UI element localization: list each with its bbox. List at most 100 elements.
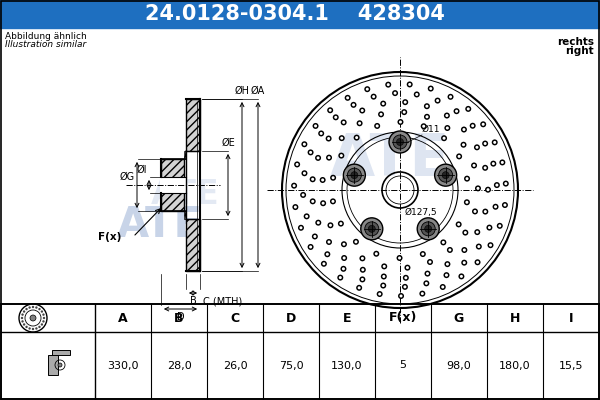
Circle shape [355, 136, 358, 139]
Circle shape [32, 306, 34, 308]
Circle shape [325, 251, 331, 257]
Circle shape [380, 101, 386, 107]
Circle shape [402, 99, 408, 105]
Circle shape [313, 235, 316, 238]
Circle shape [309, 151, 312, 154]
Circle shape [315, 220, 321, 226]
Text: 180,0: 180,0 [499, 360, 531, 370]
Circle shape [358, 286, 361, 289]
Text: E: E [343, 312, 351, 324]
Circle shape [41, 310, 43, 313]
Circle shape [294, 162, 300, 168]
Circle shape [493, 204, 499, 210]
Circle shape [364, 86, 370, 92]
Circle shape [428, 260, 431, 264]
Circle shape [347, 168, 361, 182]
Circle shape [304, 213, 310, 219]
Circle shape [320, 132, 323, 135]
Circle shape [424, 103, 430, 109]
Circle shape [355, 240, 358, 243]
Circle shape [353, 239, 359, 245]
Circle shape [356, 120, 362, 126]
Circle shape [43, 317, 45, 319]
Circle shape [466, 177, 469, 180]
Circle shape [456, 154, 462, 160]
Circle shape [376, 124, 379, 128]
Circle shape [320, 177, 326, 183]
Circle shape [338, 220, 344, 226]
Circle shape [400, 294, 403, 298]
Circle shape [484, 210, 487, 213]
Circle shape [380, 282, 386, 288]
Circle shape [492, 139, 498, 145]
Text: right: right [565, 46, 594, 56]
Circle shape [341, 119, 347, 125]
Circle shape [340, 222, 343, 225]
Circle shape [380, 113, 383, 116]
Circle shape [440, 239, 446, 245]
Circle shape [351, 172, 358, 179]
Circle shape [420, 251, 426, 257]
Circle shape [343, 243, 346, 246]
Polygon shape [186, 99, 200, 151]
Circle shape [378, 111, 384, 117]
Text: Illustration similar: Illustration similar [5, 40, 86, 49]
Polygon shape [184, 151, 186, 159]
Circle shape [449, 95, 452, 98]
Circle shape [337, 274, 343, 280]
Circle shape [361, 268, 364, 271]
Text: G: G [454, 312, 464, 324]
Circle shape [361, 218, 383, 240]
Circle shape [298, 225, 304, 231]
Circle shape [455, 110, 458, 113]
Circle shape [294, 206, 297, 208]
Circle shape [464, 231, 467, 234]
Circle shape [461, 260, 467, 266]
Circle shape [485, 187, 491, 193]
Circle shape [446, 126, 449, 130]
Circle shape [375, 252, 378, 255]
Circle shape [320, 200, 326, 206]
Circle shape [487, 188, 490, 191]
Circle shape [493, 141, 496, 144]
Circle shape [448, 248, 451, 252]
Circle shape [466, 201, 469, 204]
Circle shape [403, 275, 409, 281]
Circle shape [494, 182, 500, 188]
Circle shape [488, 226, 491, 229]
Circle shape [368, 225, 375, 232]
Circle shape [445, 274, 448, 277]
Circle shape [342, 121, 345, 124]
Circle shape [403, 285, 406, 288]
Circle shape [352, 103, 355, 106]
Circle shape [329, 224, 332, 227]
Text: F(x): F(x) [389, 312, 417, 324]
Circle shape [421, 123, 427, 129]
Circle shape [21, 317, 23, 319]
Circle shape [482, 123, 485, 126]
Circle shape [340, 154, 343, 157]
Circle shape [425, 225, 432, 232]
Circle shape [339, 135, 345, 141]
Circle shape [464, 199, 470, 205]
Circle shape [293, 184, 296, 187]
Circle shape [333, 114, 339, 120]
Circle shape [473, 164, 476, 167]
Bar [0, 0, 600, 28]
Circle shape [461, 247, 467, 253]
Circle shape [474, 229, 480, 235]
Circle shape [328, 222, 334, 228]
Circle shape [359, 255, 365, 261]
Circle shape [425, 115, 428, 118]
Text: Ø127,5: Ø127,5 [405, 208, 437, 217]
Text: ØH: ØH [235, 86, 250, 96]
Circle shape [28, 306, 31, 309]
Circle shape [397, 119, 403, 125]
Circle shape [382, 102, 385, 105]
Circle shape [301, 141, 307, 147]
Circle shape [302, 194, 305, 196]
Circle shape [343, 256, 346, 260]
Circle shape [474, 144, 480, 150]
Circle shape [448, 94, 454, 100]
Circle shape [465, 106, 471, 112]
